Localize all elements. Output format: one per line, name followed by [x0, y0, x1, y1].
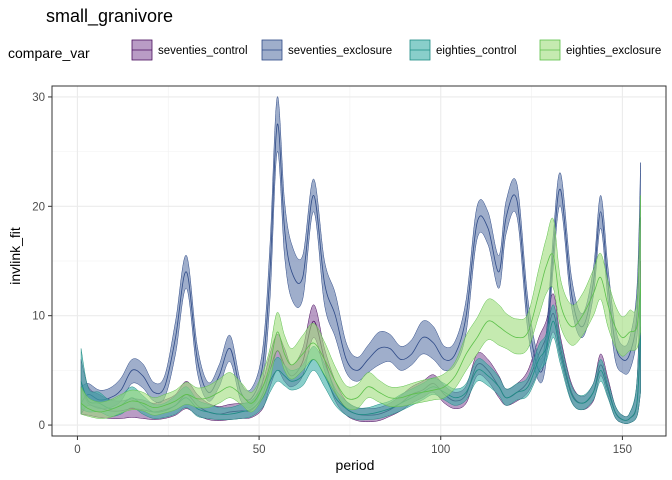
x-tick-label: 150 [613, 444, 632, 456]
legend-label-eighties-exclosure: eighties_exclosure [566, 45, 661, 57]
x-tick-label: 100 [431, 444, 450, 456]
y-axis: 0 10 20 30 [32, 92, 52, 432]
legend-label-seventies-exclosure: seventies_exclosure [288, 45, 392, 57]
y-tick-label: 20 [32, 201, 45, 213]
plot-border [51, 85, 667, 437]
x-tick-label: 0 [74, 444, 80, 456]
legend-title: compare_var [8, 45, 90, 61]
chart-title: small_granivore [46, 6, 173, 27]
series-bands [80, 96, 641, 424]
y-axis-title: invlink_fit [7, 227, 23, 285]
legend-label-seventies-control: seventies_control [158, 45, 248, 57]
y-tick-label: 30 [32, 92, 45, 104]
x-axis-title: period [336, 457, 375, 473]
y-tick-label: 10 [32, 311, 45, 323]
line-seventies-exclosure [80, 123, 641, 404]
line-eighties-exclosure [80, 253, 641, 413]
plot-panel [51, 85, 667, 437]
legend: compare_var seventies_control seventies_e… [8, 39, 661, 61]
x-axis: 0 50 100 150 [74, 436, 632, 456]
y-tick-label: 0 [39, 420, 45, 432]
band-seventies-exclosure [80, 96, 641, 415]
band-eighties-exclosure [80, 195, 641, 419]
legend-label-eighties-control: eighties_control [436, 45, 517, 57]
x-tick-label: 50 [253, 444, 266, 456]
